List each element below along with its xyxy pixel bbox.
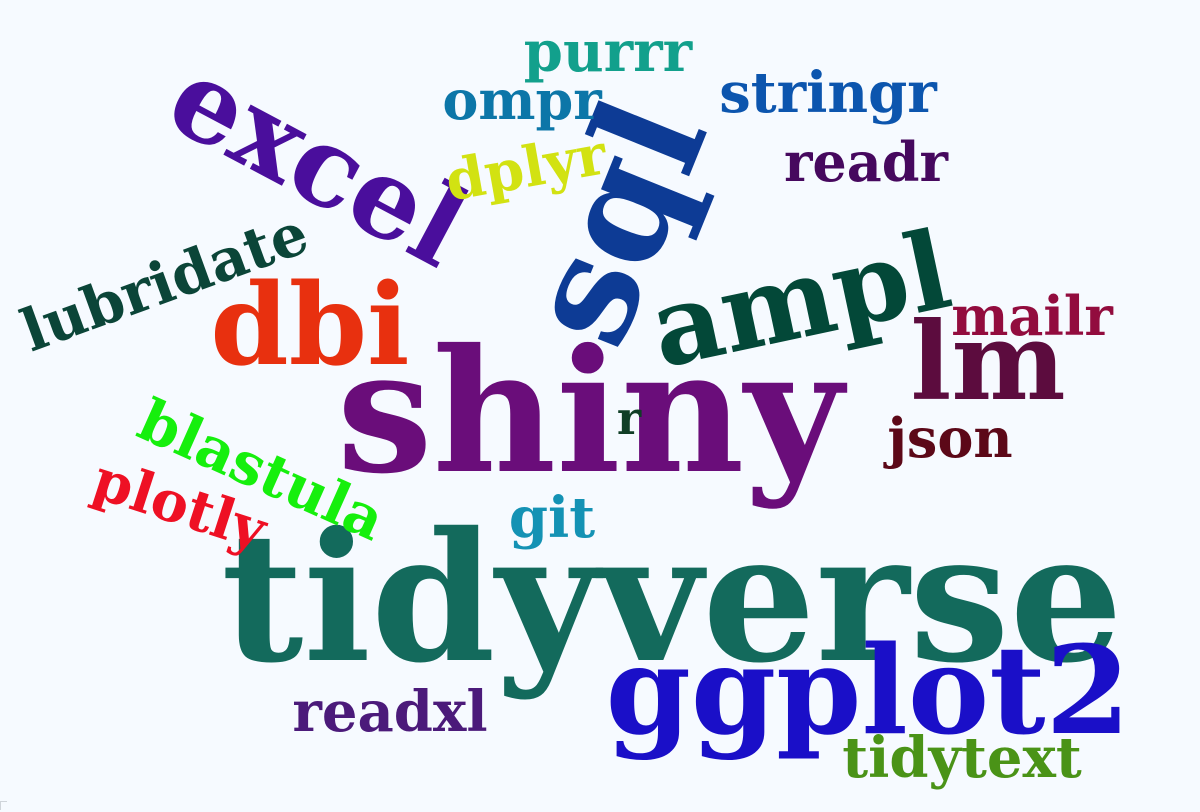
word-stringr: stringr xyxy=(719,60,937,126)
word-r: r xyxy=(616,391,642,445)
word-lm: lm xyxy=(910,299,1066,425)
word-ggplot2: ggplot2 xyxy=(605,618,1131,762)
word-shiny: shiny xyxy=(336,312,844,512)
word-readxl: readxl xyxy=(292,679,488,745)
corner-mark xyxy=(0,801,7,810)
word-purrr: purrr xyxy=(523,19,693,85)
word-json: json xyxy=(887,406,1013,470)
word-ompr: ompr xyxy=(442,68,602,132)
word-tidytext: tidytext xyxy=(842,725,1082,791)
word-git: git xyxy=(508,485,596,551)
word-tidyverse: tidyverse xyxy=(221,493,1123,702)
word-dbi: dbi xyxy=(210,260,410,391)
word-readr: readr xyxy=(783,130,948,194)
word-mailr: mailr xyxy=(951,284,1113,348)
